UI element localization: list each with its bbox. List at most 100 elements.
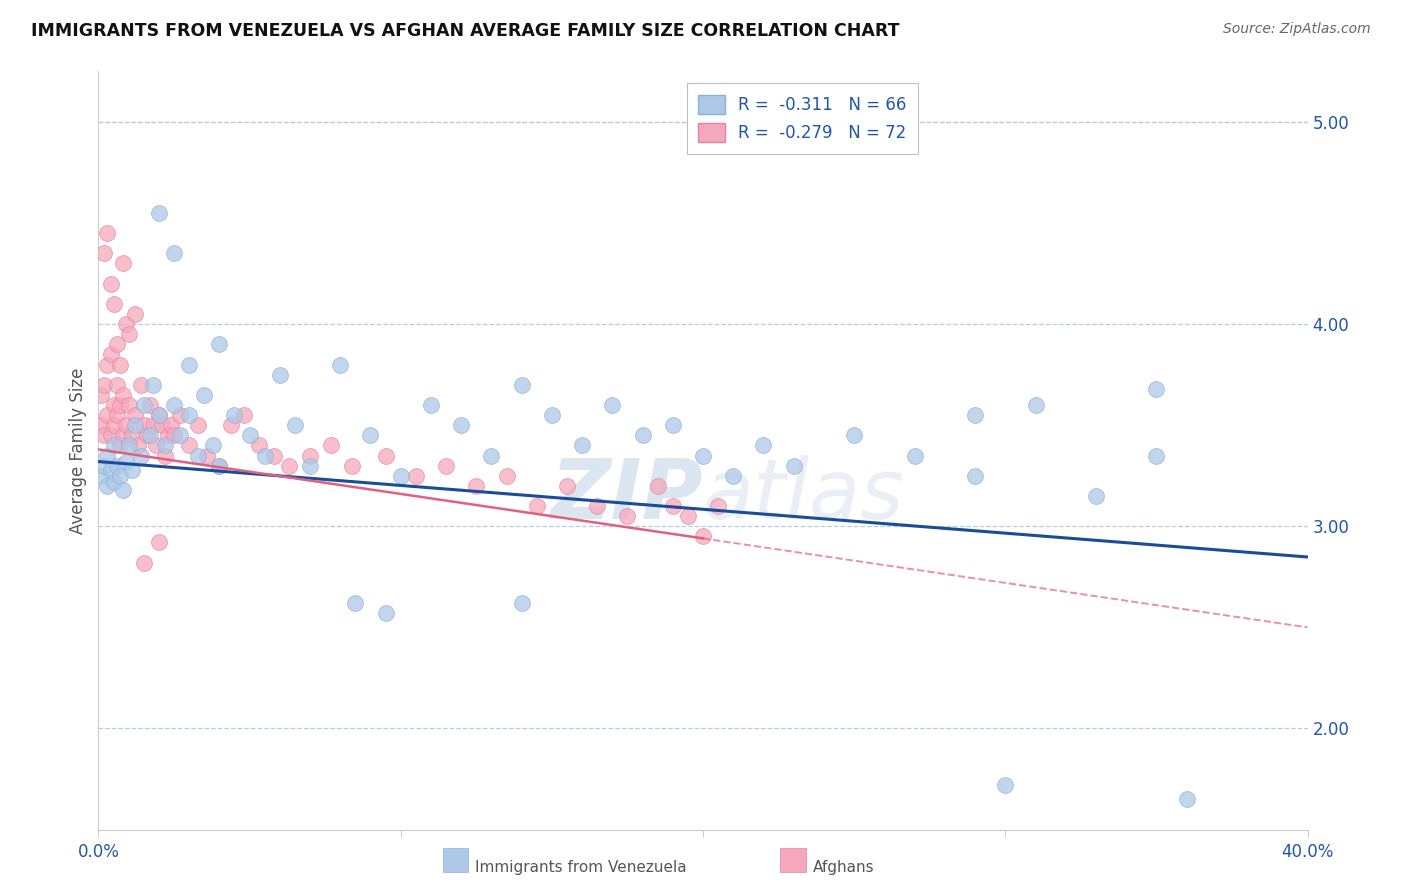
- Point: [450, 418, 472, 433]
- Point: [692, 449, 714, 463]
- Text: atlas: atlas: [703, 456, 904, 536]
- Point: [465, 479, 488, 493]
- Point: [103, 398, 125, 412]
- Point: [277, 458, 299, 473]
- Text: Source: ZipAtlas.com: Source: ZipAtlas.com: [1223, 22, 1371, 37]
- Point: [148, 408, 170, 422]
- Point: [342, 458, 364, 473]
- Point: [139, 428, 162, 442]
- Point: [132, 398, 155, 412]
- Point: [100, 347, 122, 361]
- Point: [586, 499, 609, 513]
- Text: IMMIGRANTS FROM VENEZUELA VS AFGHAN AVERAGE FAMILY SIZE CORRELATION CHART: IMMIGRANTS FROM VENEZUELA VS AFGHAN AVER…: [31, 22, 900, 40]
- Point: [105, 458, 128, 473]
- Point: [96, 358, 118, 372]
- Point: [661, 499, 683, 513]
- Point: [247, 438, 270, 452]
- Point: [844, 428, 866, 442]
- Point: [994, 778, 1017, 792]
- Point: [616, 509, 638, 524]
- Point: [163, 428, 186, 442]
- Point: [108, 398, 131, 412]
- Point: [965, 408, 987, 422]
- Point: [1144, 449, 1167, 463]
- Point: [108, 438, 131, 452]
- Point: [239, 428, 262, 442]
- Point: [114, 454, 136, 468]
- Point: [221, 418, 243, 433]
- Point: [405, 468, 427, 483]
- Point: [193, 388, 215, 402]
- Point: [299, 449, 322, 463]
- Point: [420, 398, 443, 412]
- Point: [965, 468, 987, 483]
- Point: [150, 418, 173, 433]
- Point: [179, 438, 201, 452]
- Point: [263, 449, 285, 463]
- Point: [103, 438, 125, 452]
- Point: [179, 408, 201, 422]
- Point: [153, 449, 176, 463]
- Point: [129, 377, 152, 392]
- Point: [124, 307, 146, 321]
- Point: [111, 483, 134, 497]
- Point: [108, 468, 131, 483]
- Point: [100, 277, 122, 291]
- Point: [195, 449, 218, 463]
- Point: [631, 428, 654, 442]
- Point: [145, 438, 167, 452]
- Text: Afghans: Afghans: [813, 860, 875, 874]
- Point: [96, 449, 118, 463]
- Point: [555, 479, 578, 493]
- Point: [108, 358, 131, 372]
- Point: [1175, 792, 1198, 806]
- Point: [148, 206, 170, 220]
- Point: [187, 449, 209, 463]
- Point: [90, 418, 112, 433]
- Point: [96, 408, 118, 422]
- Point: [118, 327, 141, 342]
- Point: [232, 408, 254, 422]
- Point: [114, 317, 136, 331]
- Point: [93, 458, 115, 473]
- Point: [100, 463, 122, 477]
- Point: [121, 428, 143, 442]
- Point: [1085, 489, 1108, 503]
- Point: [142, 418, 165, 433]
- Point: [904, 449, 927, 463]
- Legend: R =  -0.311   N = 66, R =  -0.279   N = 72: R = -0.311 N = 66, R = -0.279 N = 72: [686, 84, 918, 153]
- Point: [160, 418, 183, 433]
- Point: [526, 499, 548, 513]
- Point: [344, 596, 367, 610]
- Point: [208, 458, 231, 473]
- Point: [103, 418, 125, 433]
- Point: [510, 596, 533, 610]
- Point: [103, 475, 125, 489]
- Point: [389, 468, 412, 483]
- Y-axis label: Average Family Size: Average Family Size: [69, 368, 87, 533]
- Point: [783, 458, 806, 473]
- Point: [224, 408, 246, 422]
- Point: [692, 529, 714, 543]
- Point: [510, 377, 533, 392]
- Text: ZIP: ZIP: [550, 456, 703, 536]
- Point: [90, 468, 112, 483]
- Point: [118, 398, 141, 412]
- Point: [132, 418, 155, 433]
- Point: [676, 509, 699, 524]
- Point: [299, 458, 322, 473]
- Point: [139, 398, 162, 412]
- Point: [93, 246, 115, 260]
- Point: [105, 408, 128, 422]
- Point: [602, 398, 624, 412]
- Point: [118, 438, 141, 452]
- Point: [142, 377, 165, 392]
- Point: [148, 535, 170, 549]
- Point: [135, 428, 157, 442]
- Point: [202, 438, 225, 452]
- Point: [187, 418, 209, 433]
- Point: [124, 408, 146, 422]
- Point: [111, 256, 134, 270]
- Point: [156, 428, 179, 442]
- Point: [105, 377, 128, 392]
